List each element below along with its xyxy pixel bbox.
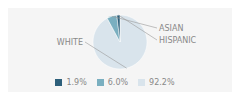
svg-text:HISPANIC: HISPANIC — [159, 36, 197, 45]
html-text:92.2%: 92.2% — [149, 78, 175, 87]
html-text:1.9%: 1.9% — [66, 78, 87, 87]
html-text:6.0%: 6.0% — [107, 78, 129, 87]
svg-text:WHITE: WHITE — [57, 38, 83, 47]
svg-text:ASIAN: ASIAN — [159, 24, 183, 33]
